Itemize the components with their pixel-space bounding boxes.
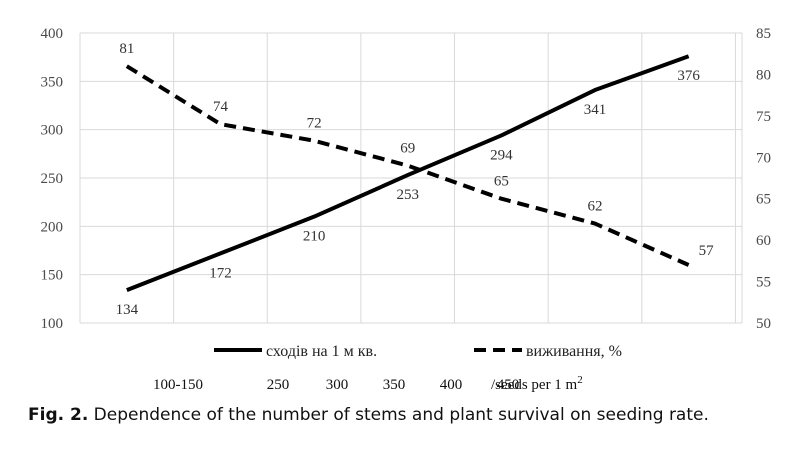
y-left-tick-1: 150 [41,268,64,284]
y-right-tick-5: 75 [756,109,771,125]
x-category-5: 450 [497,377,520,393]
chart: 100 150 200 250 300 350 400 50 55 60 65 70 75 80 85 1… [41,26,772,393]
y-right-tick-1: 55 [756,275,771,291]
x-axis-unit-superscript: 2 [577,374,583,386]
series-1-label-3: 253 [396,187,419,203]
y-left-axis: 100 150 200 250 300 350 400 [41,26,64,332]
series-1-label-6: 376 [677,68,700,84]
y-right-tick-4: 70 [756,150,771,166]
y-left-tick-6: 400 [41,26,64,42]
x-axis-unit-text: /seeds per 1 m [491,377,578,393]
series-2-label-2: 72 [307,116,322,132]
x-category-1: 250 [267,377,290,393]
series-2-label-3: 69 [400,141,415,157]
legend-label-series-2: виживання, % [526,343,622,360]
x-category-4: 400 [440,377,463,393]
figure-caption-prefix: Fig. 2. [28,405,89,425]
x-category-3: 350 [383,377,406,393]
x-category-2: 300 [326,377,349,393]
series-2-label-6: 57 [699,243,715,259]
series-line-1 [126,54,690,292]
figure-caption-text: Dependence of the number of stems and pl… [88,405,709,425]
chart-grid [79,32,743,324]
y-left-tick-4: 300 [41,123,64,139]
series-2-label-1: 74 [213,99,229,115]
y-left-tick-0: 100 [41,316,64,332]
series-1-label-1: 172 [209,265,232,281]
y-left-tick-5: 350 [41,74,64,90]
series-1-label-4: 294 [490,147,513,163]
data-labels: 134 172 210 253 294 341 376 81 74 72 69 65 62 57 [116,41,715,318]
y-right-axis: 50 55 60 65 70 75 80 85 [756,26,771,332]
y-right-tick-2: 60 [756,233,771,249]
y-left-tick-2: 200 [41,219,64,235]
y-right-tick-6: 80 [756,67,771,83]
series-2-label-4: 65 [494,174,509,190]
series-1-label-2: 210 [303,229,326,245]
figure-caption: Fig. 2. Dependence of the number of stem… [28,405,709,425]
series-1-label-0: 134 [116,302,139,318]
y-left-tick-3: 250 [41,171,64,187]
legend: сходів на 1 м кв. виживання, % [214,343,622,360]
x-axis-categories: 100-150 250 300 350 400 450 [153,377,519,393]
series-2-label-0: 81 [119,41,134,57]
y-right-tick-0: 50 [756,316,771,332]
x-category-0: 100-150 [153,377,203,393]
y-right-tick-3: 65 [756,192,771,208]
series-1-label-5: 341 [584,102,607,118]
y-right-tick-7: 85 [756,26,771,42]
series-line-2 [125,64,690,267]
legend-label-series-1: сходів на 1 м кв. [266,343,377,360]
x-axis-unit-label: /seeds per 1 m2 [491,374,583,393]
series-lines [125,54,690,292]
series-2-label-5: 62 [587,199,602,215]
